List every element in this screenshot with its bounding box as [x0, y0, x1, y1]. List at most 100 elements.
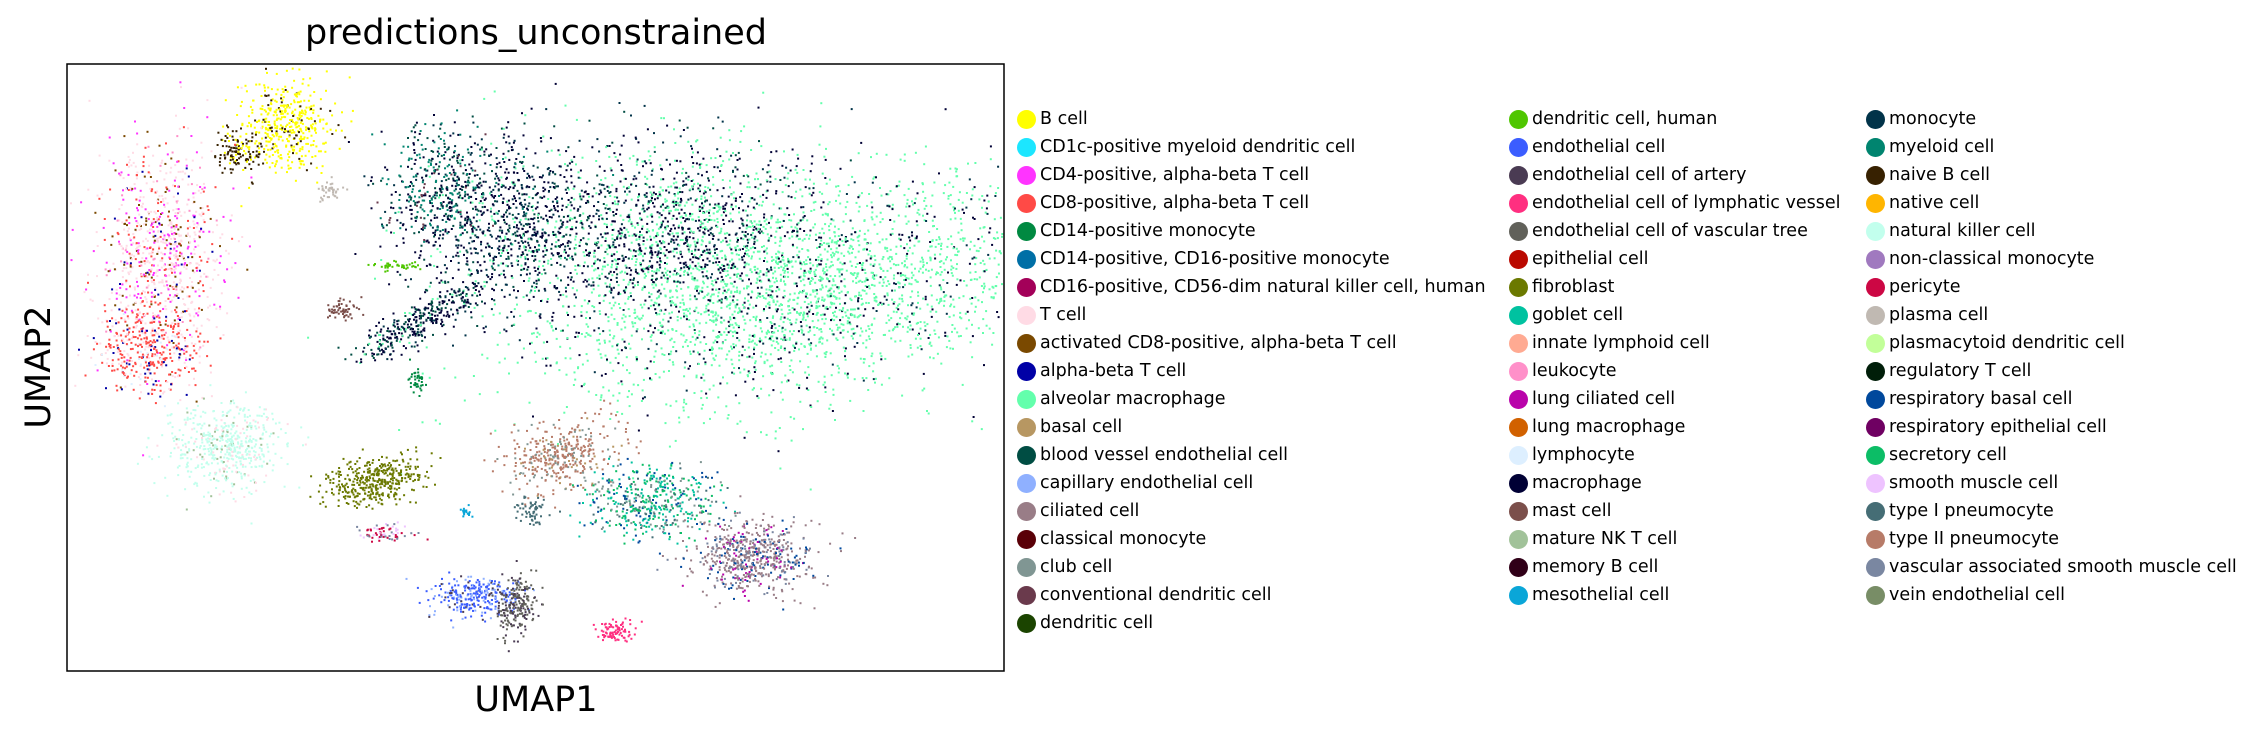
data-point: [939, 300, 941, 303]
data-point: [812, 264, 815, 267]
data-point: [825, 182, 828, 185]
data-point: [634, 226, 636, 229]
data-point: [460, 293, 462, 296]
data-point: [987, 253, 990, 256]
data-point: [464, 190, 467, 193]
data-point: [769, 159, 772, 162]
data-point: [867, 302, 870, 304]
data-point: [755, 271, 758, 274]
data-point: [841, 268, 844, 271]
data-point: [723, 232, 726, 235]
data-point: [890, 256, 893, 259]
data-point: [875, 296, 878, 299]
data-point: [774, 327, 777, 330]
data-point: [913, 202, 916, 205]
data-point: [400, 338, 403, 341]
data-point: [564, 245, 567, 248]
data-point: [731, 347, 733, 350]
data-point: [687, 243, 689, 246]
data-point: [604, 207, 607, 210]
data-point: [971, 323, 973, 326]
data-point: [635, 330, 638, 333]
data-point: [683, 375, 686, 378]
data-point: [903, 194, 906, 197]
data-point: [738, 292, 741, 295]
data-point: [721, 179, 724, 181]
data-point: [409, 208, 412, 211]
data-point: [600, 396, 603, 399]
data-point: [687, 198, 690, 201]
data-point: [685, 183, 688, 186]
data-point: [803, 345, 806, 348]
data-point: [592, 215, 595, 218]
data-point: [470, 311, 473, 314]
data-point: [869, 257, 872, 260]
data-point: [446, 188, 449, 191]
data-point: [921, 256, 923, 259]
data-point: [819, 263, 822, 266]
data-point: [991, 285, 994, 288]
data-point: [839, 302, 841, 305]
data-point: [503, 328, 506, 331]
data-point: [536, 206, 539, 209]
data-point: [911, 234, 914, 237]
data-point: [534, 290, 536, 292]
data-point: [768, 269, 771, 272]
data-point: [505, 222, 508, 225]
data-point: [528, 226, 531, 229]
data-point: [452, 132, 455, 135]
data-point: [879, 187, 881, 189]
data-point: [736, 422, 739, 425]
data-point: [635, 261, 638, 263]
data-point: [779, 280, 782, 282]
data-point: [529, 237, 532, 240]
data-point: [697, 285, 700, 288]
data-point: [570, 168, 573, 171]
data-point: [546, 150, 549, 153]
data-point: [388, 330, 391, 333]
data-point: [501, 183, 503, 186]
data-point: [950, 243, 953, 246]
data-point: [846, 240, 849, 242]
data-point: [733, 372, 736, 375]
data-point: [738, 402, 741, 405]
data-point: [640, 234, 643, 237]
data-point: [599, 189, 602, 192]
data-point: [913, 244, 916, 247]
data-point: [819, 243, 822, 246]
data-point: [784, 283, 787, 286]
data-point: [608, 155, 611, 158]
data-point: [506, 215, 509, 218]
data-point: [837, 194, 840, 197]
data-point: [608, 244, 611, 247]
data-point: [552, 329, 555, 332]
data-point: [732, 208, 734, 211]
data-point: [609, 333, 611, 336]
data-point: [724, 204, 727, 207]
data-point: [398, 429, 401, 431]
data-point: [822, 269, 824, 272]
data-point: [630, 295, 632, 298]
data-point: [838, 297, 841, 300]
data-point: [594, 242, 597, 245]
data-point: [872, 274, 875, 277]
data-point: [1001, 283, 1003, 286]
data-point: [635, 258, 638, 261]
data-point: [626, 187, 628, 190]
data-point: [608, 272, 611, 275]
data-point: [735, 232, 738, 235]
data-point: [714, 339, 717, 342]
data-point: [864, 308, 867, 311]
data-point: [754, 178, 756, 181]
data-point: [780, 361, 783, 363]
data-point: [732, 300, 735, 303]
data-point: [871, 352, 874, 355]
data-point: [639, 217, 641, 220]
data-point: [707, 299, 710, 302]
data-point: [600, 356, 603, 359]
data-point: [814, 281, 817, 284]
data-point: [435, 277, 438, 280]
data-point: [787, 312, 790, 315]
data-point: [899, 272, 902, 275]
data-point: [555, 327, 557, 330]
